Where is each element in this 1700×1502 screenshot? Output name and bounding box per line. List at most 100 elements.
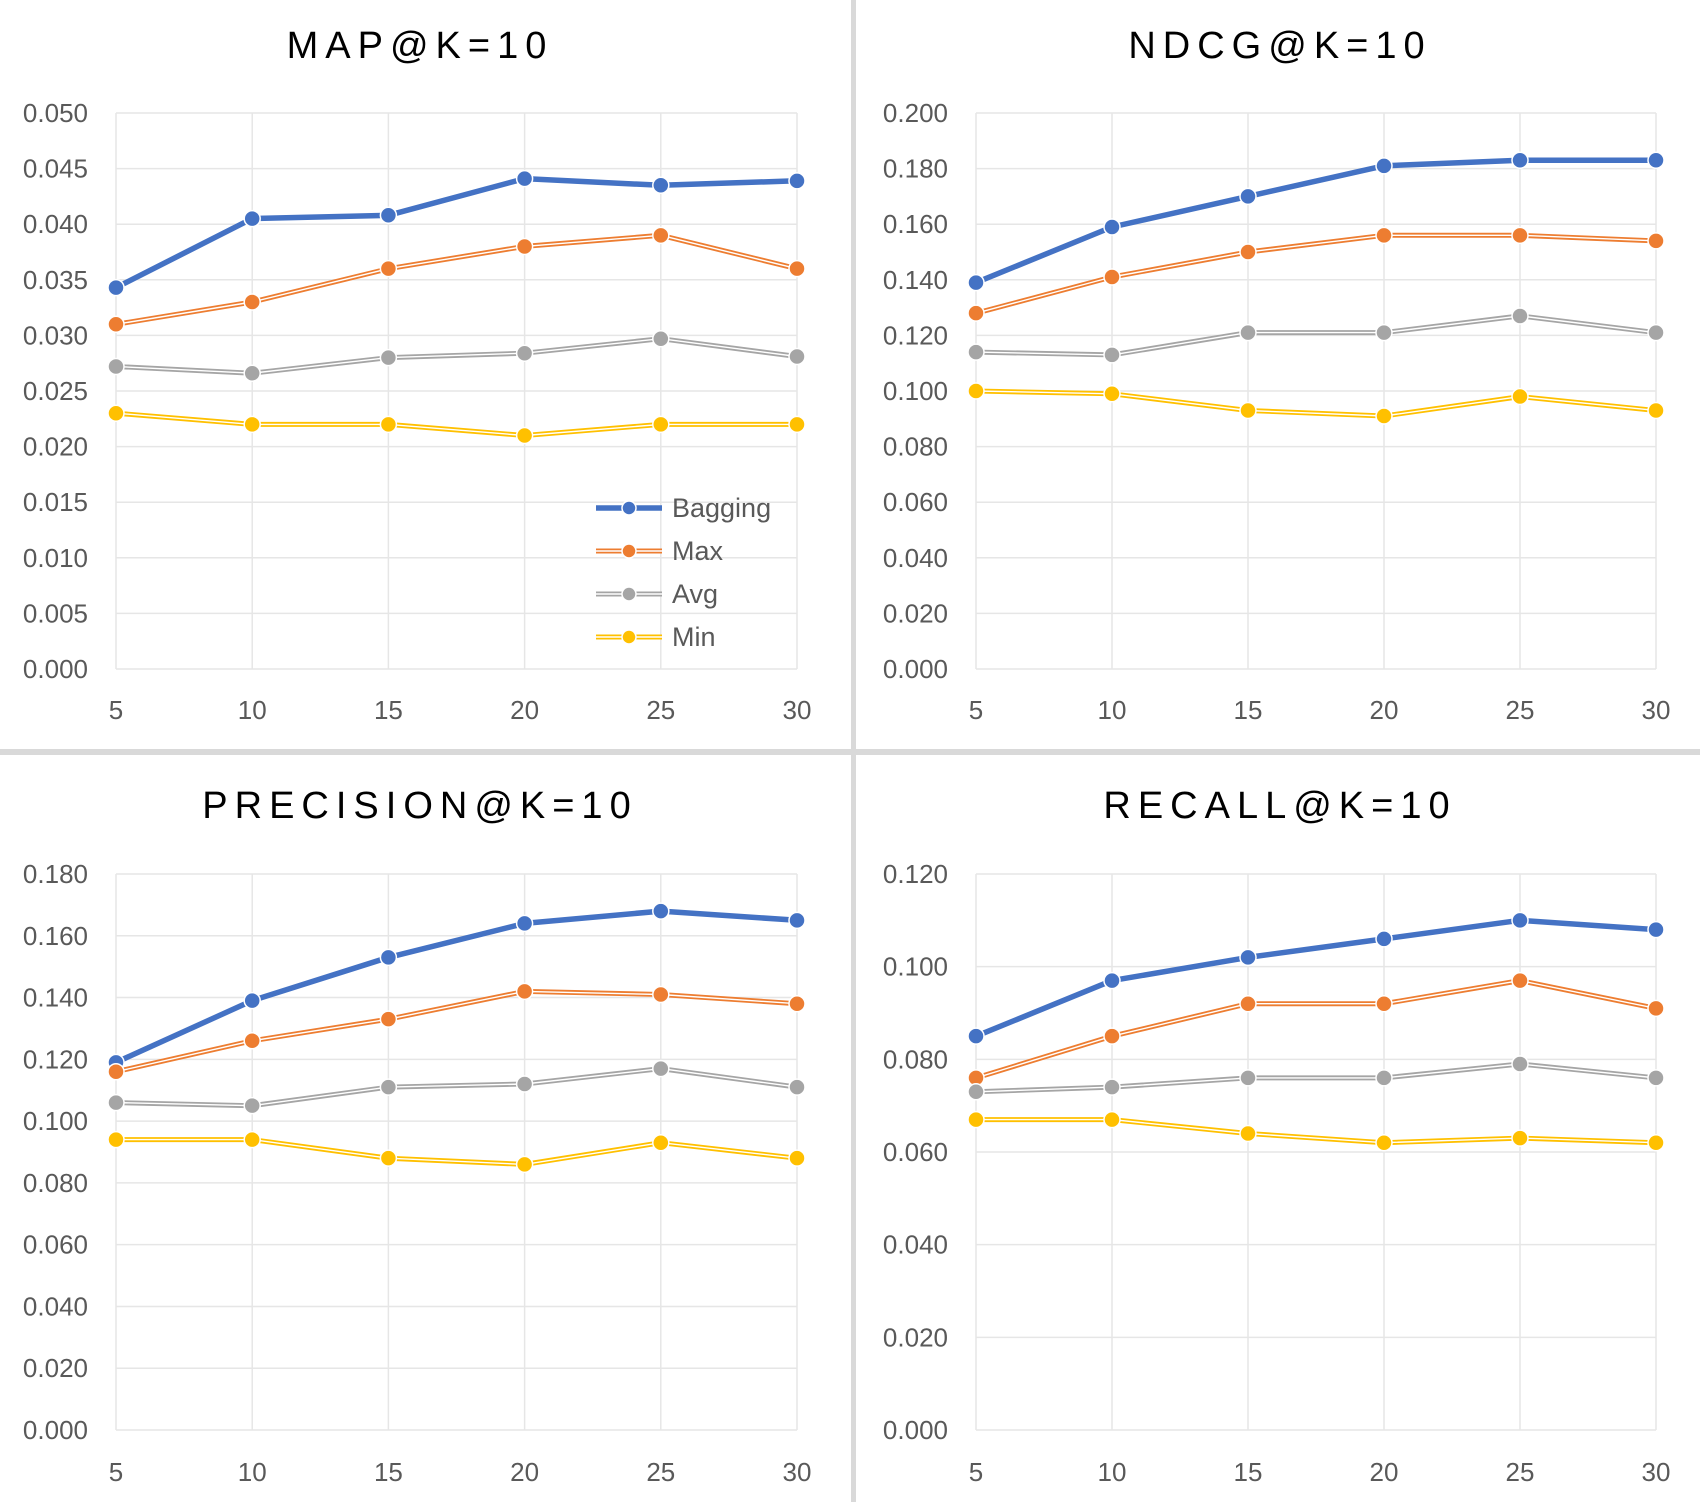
y-tick-label: 0.020 [23,432,88,462]
data-point [1511,1129,1529,1147]
data-point [1239,1124,1257,1143]
legend-swatch-marker [621,586,637,602]
data-point [1103,268,1121,286]
legend-swatch-marker [621,543,637,559]
data-point [1103,218,1121,236]
data-point [107,1062,125,1081]
y-tick-label: 0.000 [883,1415,948,1445]
data-point [1375,1133,1393,1152]
data-point [652,1059,670,1078]
series-max [107,226,806,334]
legend-entry-max: Max [596,536,724,566]
series-line-bagging [114,908,798,1065]
y-tick-label: 0.005 [23,598,88,628]
data-point [1511,1055,1529,1073]
series-max [967,971,1665,1087]
data-point [379,259,398,278]
y-tick-label: 0.160 [23,921,88,951]
x-tick-label: 10 [1098,1457,1127,1487]
data-point [652,226,670,245]
data-point [1511,911,1529,930]
x-tick-label: 30 [783,1457,812,1487]
data-point [967,1110,985,1129]
x-tick-label: 25 [646,695,675,725]
chart-panel-recall-k-10: RECALL@K=10 0.000 0.020 0.040 0.060 0.080 0.10… [883,785,1671,1487]
data-point [515,426,534,445]
data-point [107,278,125,297]
y-tick-label: 0.020 [23,1353,88,1383]
series-line-inner-avg [975,1063,1657,1093]
data-point [1647,920,1665,939]
data-point [1239,948,1257,967]
data-point [967,343,985,361]
y-tick-label: 0.015 [23,487,88,517]
data-point [243,1096,261,1115]
legend-entry-min: Min [596,622,716,652]
x-tick-label: 10 [1098,695,1127,725]
y-tick-label: 0.000 [23,654,88,684]
y-tick-label: 0.080 [23,1168,88,1198]
data-point [1375,323,1393,342]
y-tick-label: 0.010 [23,543,88,573]
data-point [1511,307,1529,325]
y-tick-label: 0.120 [883,320,948,350]
data-point [652,176,670,195]
data-point [243,415,261,434]
legend-swatch-marker [621,500,637,516]
data-point [1647,151,1665,170]
x-tick-label: 5 [969,695,983,725]
data-point [1103,1078,1121,1096]
series-line-inner-min [976,1118,1657,1144]
chart-panel-precision-k-10: PRECISION@K=10 0.000 0.020 0.040 0.060 0.080 0… [23,785,812,1487]
data-point [379,948,398,967]
y-tick-label: 0.140 [883,265,948,295]
y-tick-label: 0.120 [23,1044,88,1074]
data-point [515,1155,534,1174]
data-point [788,415,806,434]
data-point [243,991,261,1010]
x-tick-label: 25 [1506,695,1535,725]
data-point [967,304,985,322]
data-point [1375,930,1393,948]
data-point [788,911,806,930]
x-tick-label: 15 [1234,695,1263,725]
x-tick-label: 15 [374,695,403,725]
series-line-inner-max [975,234,1657,314]
y-tick-label: 0.100 [23,1106,88,1136]
y-tick-label: 0.180 [883,154,948,184]
series-avg [107,1059,806,1115]
series-min [107,1130,806,1174]
data-point [379,415,398,434]
x-tick-label: 25 [1506,1457,1535,1487]
data-point [379,1010,398,1028]
series-line-inner-avg [115,1067,798,1107]
series-line-inner-min [116,1138,798,1166]
data-point [379,348,398,367]
legend-label: Avg [672,579,718,609]
data-point [652,415,670,434]
data-point [1647,999,1665,1018]
data-point [243,364,261,382]
data-point [515,914,534,933]
data-point [1375,226,1393,245]
data-point [1239,401,1257,420]
data-point [1375,994,1393,1013]
y-tick-label: 0.040 [883,1230,948,1260]
x-tick-label: 5 [109,1457,123,1487]
y-tick-label: 0.045 [23,154,88,184]
y-tick-label: 0.180 [23,859,88,889]
y-tick-label: 0.100 [883,952,948,982]
x-tick-label: 5 [109,695,123,725]
y-tick-label: 0.020 [883,598,948,628]
legend-entry-avg: Avg [596,579,718,609]
data-point [652,329,670,348]
data-point [515,982,534,1001]
data-point [1375,407,1393,425]
y-tick-label: 0.030 [23,320,88,350]
data-point [1647,1069,1665,1087]
series-max [107,982,806,1081]
data-point [1511,387,1529,406]
data-point [652,985,670,1004]
y-tick-label: 0.080 [883,1044,948,1074]
